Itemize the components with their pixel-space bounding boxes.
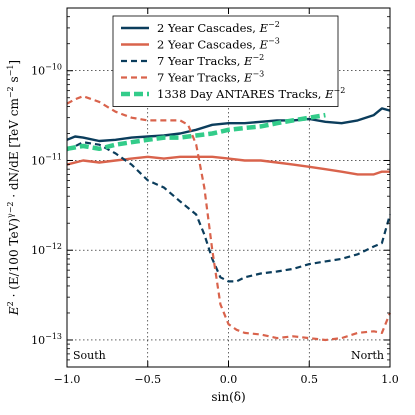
y-tick-label: 10−12 [31, 242, 62, 257]
legend-label-3: 7 Year Tracks, E−2 [157, 53, 264, 68]
y-axis-label-end: · dN/dE [TeV cm [7, 98, 21, 202]
y-axis-label-pow3: −2 [6, 86, 15, 98]
series-line-1 [66, 107, 391, 143]
legend: 2 Year Cascades, E−2 2 Year Cascades, E−3… [112, 15, 345, 107]
x-tick-label: 0.0 [220, 373, 238, 386]
series-line-4 [66, 95, 392, 342]
y-axis-label-close: ] [7, 60, 21, 65]
legend-label-4: 7 Year Tracks, E−3 [157, 70, 264, 85]
x-tick-label: 1.0 [381, 373, 399, 386]
y-axis-label: E2 · (E/100 TeV)γ−2 · dN/dE [TeV cm−2 s−… [6, 60, 21, 316]
y-axis-label-base: E [7, 306, 21, 316]
series-line-5 [66, 112, 326, 152]
ticks: −1.0 −0.5 0.0 0.5 1.0 10−13 10−12 10−11 10−10 [31, 8, 399, 386]
y-tick-label: 10−11 [31, 152, 62, 167]
y-axis-label-pow1: 2 [6, 301, 15, 306]
annotation-south: South [73, 349, 106, 362]
legend-box [112, 15, 339, 107]
annotation-north: North [351, 349, 384, 362]
legend-label-1: 2 Year Cascades, E−2 [157, 20, 280, 35]
legend-label-5: 1338 Day ANTARES Tracks, E−2 [157, 86, 345, 101]
y-tick-label: 10−13 [31, 332, 62, 347]
y-tick-label: 10−10 [31, 63, 62, 78]
legend-label-2: 2 Year Cascades, E−3 [157, 37, 280, 52]
x-axis-label: sin(δ) [211, 390, 245, 404]
x-tick-label: −1.0 [54, 373, 81, 386]
y-axis-label-s: s [7, 76, 21, 86]
series-line-3 [66, 141, 392, 283]
y-axis-label-pow4: −1 [6, 65, 15, 77]
y-axis-label-mid: · (E/100 TeV) [7, 218, 21, 301]
x-tick-label: −0.5 [134, 373, 161, 386]
x-tick-label: 0.5 [301, 373, 319, 386]
y-axis-label-pow2: γ−2 [6, 202, 15, 219]
series-group [66, 95, 392, 342]
series-line-2 [66, 155, 390, 176]
